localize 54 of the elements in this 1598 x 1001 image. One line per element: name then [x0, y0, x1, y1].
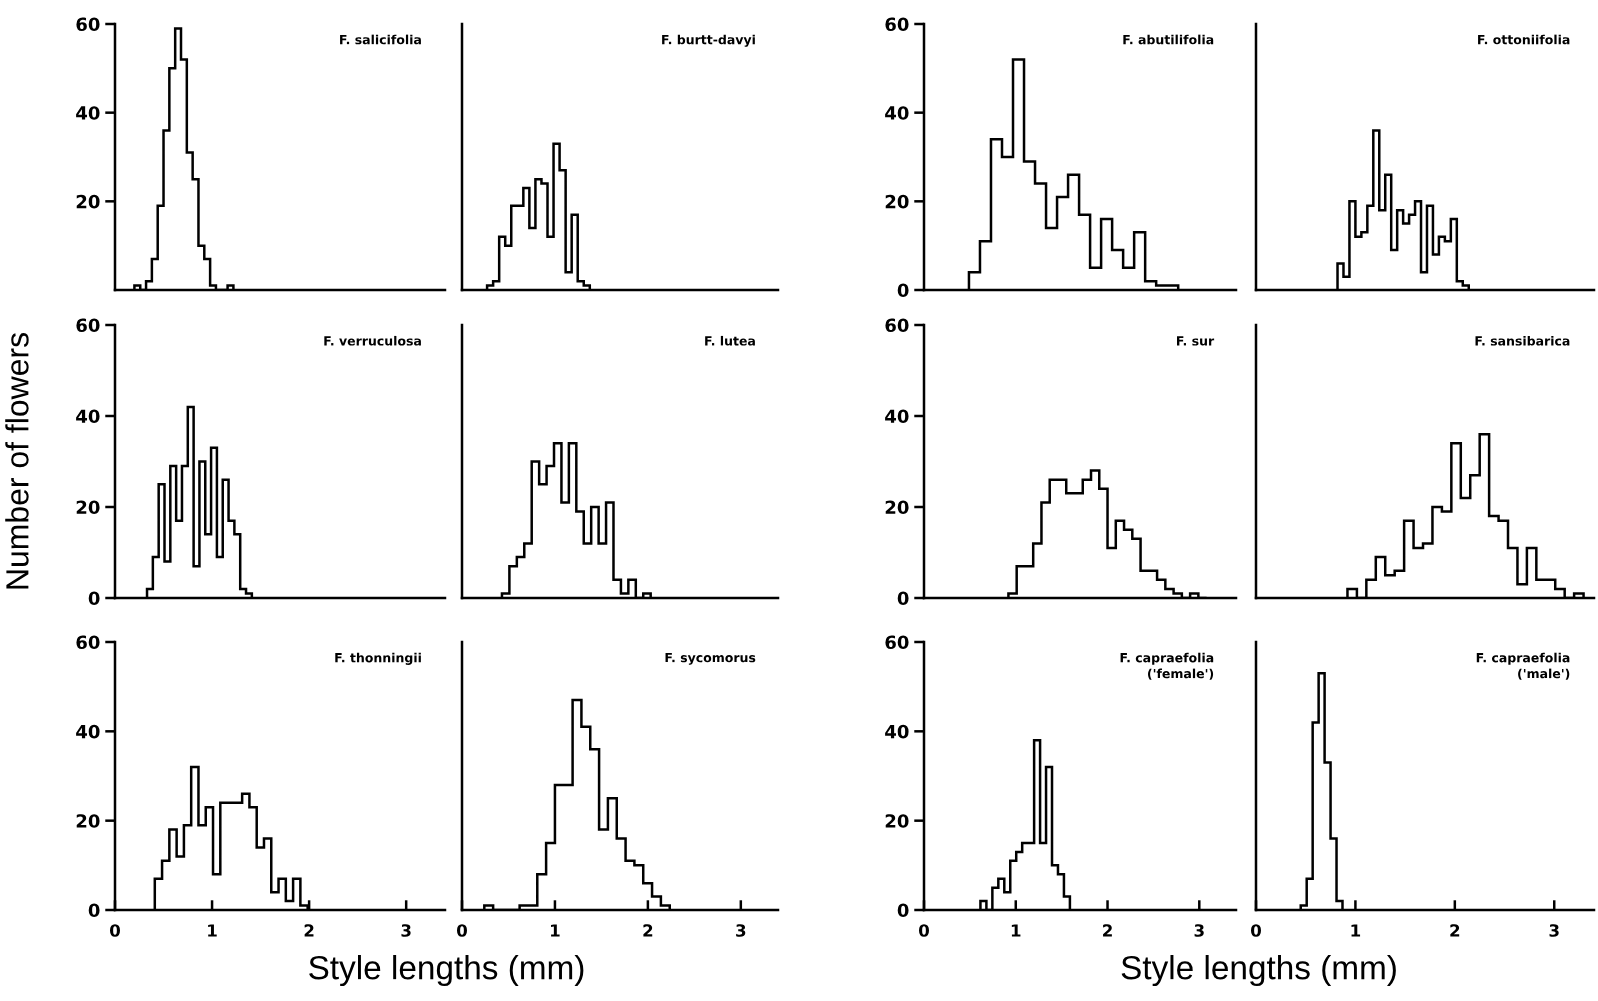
x-tick-label: 0	[457, 924, 467, 937]
text: F. verruculosa	[324, 335, 421, 346]
x-tick-label: 1	[1011, 924, 1021, 937]
text: F. salicifolia	[340, 34, 421, 45]
text: F. ottoniifolia	[1478, 34, 1570, 45]
x-tick-label: 2	[643, 924, 653, 937]
y-tick-label: 20	[885, 814, 909, 828]
x-tick-label: 2	[304, 924, 314, 937]
y-tick-label: 20	[76, 814, 100, 828]
y-tick-label: 60	[885, 17, 909, 32]
y-tick-label: 40	[885, 724, 909, 739]
y-tick-label: 60	[885, 318, 909, 333]
y-tick-label: 60	[76, 635, 100, 650]
x-tick-label: 3	[736, 924, 746, 937]
y-tick-label: 0	[897, 591, 909, 606]
y-tick-label: 40	[885, 409, 909, 424]
x-tick-label: 3	[1549, 924, 1559, 937]
y-tick-label: 0	[897, 283, 909, 298]
x-tick-label: 1	[208, 924, 217, 937]
y-tick-label: 0	[88, 903, 100, 918]
text: F. sur	[1177, 336, 1215, 346]
y-tick-label: 20	[885, 500, 909, 515]
text: F. sansibarica	[1475, 335, 1570, 346]
text: F. lutea	[705, 335, 755, 346]
y-tick-label: 40	[885, 106, 909, 120]
text: F. capraefolia ('male')	[1476, 652, 1570, 680]
text: F. sycomorus	[665, 653, 756, 665]
text: F. thonningii	[335, 652, 421, 665]
x-tick-label: 0	[1251, 924, 1261, 937]
text: F. abutilifolia	[1123, 34, 1214, 45]
x-axis-title: Style lengths (mm)	[309, 955, 584, 987]
y-tick-label: 0	[897, 903, 909, 918]
y-tick-label: 20	[885, 194, 909, 209]
x-tick-label: 1	[1351, 924, 1361, 937]
y-tick-label: 20	[76, 500, 100, 515]
x-axis-title: Style lengths (mm)	[1121, 955, 1396, 987]
x-tick-label: 1	[551, 924, 560, 937]
x-tick-label: 0	[110, 924, 120, 937]
y-tick-label: 40	[76, 106, 100, 120]
y-tick-label: 40	[76, 409, 100, 424]
x-tick-label: 2	[1103, 924, 1112, 937]
x-tick-label: 2	[1450, 924, 1460, 937]
x-tick-label: 3	[1194, 924, 1204, 937]
text: F. burtt-davyi	[662, 34, 755, 47]
y-tick-label: 40	[76, 724, 100, 739]
y-tick-label: 20	[76, 194, 100, 209]
y-tick-label: 60	[76, 17, 100, 32]
y-tick-label: 60	[76, 318, 100, 333]
x-tick-label: 3	[401, 924, 411, 937]
text: F. capraefolia ('female')	[1120, 652, 1214, 680]
y-tick-label: 0	[88, 591, 100, 606]
y-tick-label: 60	[885, 635, 909, 650]
x-tick-label: 0	[919, 924, 929, 937]
y-axis-title: Number of flowers	[5, 333, 29, 589]
